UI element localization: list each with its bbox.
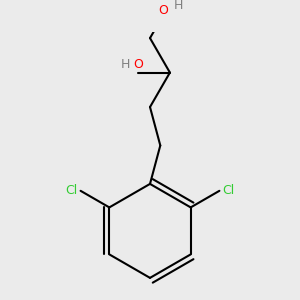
Text: Cl: Cl [222, 184, 234, 197]
Text: O: O [158, 4, 168, 17]
Text: O: O [133, 58, 143, 71]
Text: H: H [121, 58, 130, 71]
Text: Cl: Cl [66, 184, 78, 197]
Text: H: H [173, 0, 183, 12]
